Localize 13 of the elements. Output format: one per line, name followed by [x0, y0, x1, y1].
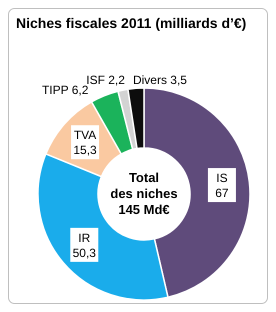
slice-label: ISF 2,2 — [86, 73, 126, 87]
text: Total — [128, 170, 160, 185]
data-label: 67 — [215, 186, 229, 200]
data-label: 15,3 — [73, 143, 98, 158]
slice-label: IS — [216, 171, 228, 186]
data-label: 50,3 — [72, 246, 96, 260]
text: 145 Md€ — [118, 202, 170, 217]
slice-label: IR — [78, 230, 91, 245]
slice-label: TVA — [74, 128, 96, 142]
chart-title: Niches fiscales 2011 (milliards d’€) — [16, 15, 246, 31]
slice-label: TIPP 6,2 — [42, 83, 89, 97]
text: des niches — [110, 186, 178, 201]
slice-label: Divers 3,5 — [132, 73, 188, 87]
